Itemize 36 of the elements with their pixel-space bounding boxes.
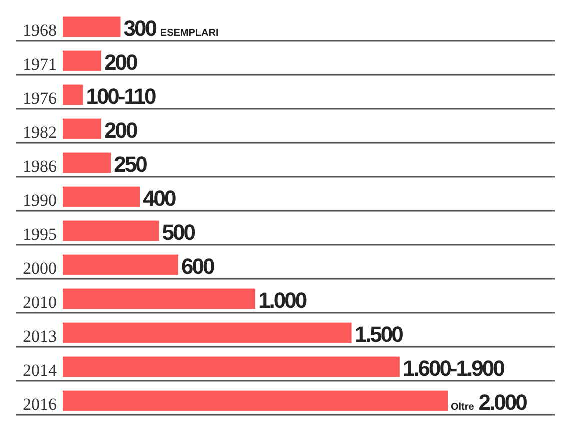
y-tick-label: 1986 <box>23 157 57 176</box>
y-tick-label: 1982 <box>23 123 57 142</box>
data-label: 500 <box>162 220 196 245</box>
y-tick-label: 2016 <box>23 395 57 414</box>
data-label: 200 <box>104 50 138 75</box>
bar <box>63 152 112 174</box>
y-tick-label: 2013 <box>23 327 57 346</box>
y-tick-label: 2010 <box>23 293 57 312</box>
data-label: 1.000 <box>258 288 308 313</box>
bar <box>63 84 84 106</box>
y-tick-label: 2000 <box>23 259 57 278</box>
data-label: 400 <box>143 186 176 211</box>
data-label: 1.500 <box>354 322 404 347</box>
data-label: 250 <box>114 152 148 177</box>
y-tick-label: 1976 <box>23 89 57 108</box>
y-tick-label: 2014 <box>23 361 58 380</box>
bar <box>63 50 102 72</box>
bar <box>63 118 102 140</box>
bar <box>63 356 400 378</box>
y-tick-label: 1968 <box>23 21 57 40</box>
bar <box>63 322 352 344</box>
bar <box>63 186 140 208</box>
data-label: 100-110 <box>86 84 156 109</box>
data-label: 200 <box>104 118 138 143</box>
bar <box>63 16 121 38</box>
bar <box>63 220 160 242</box>
y-tick-label: 1971 <box>23 55 57 74</box>
y-tick-label: 1995 <box>23 225 57 244</box>
y-tick-label: 1990 <box>23 191 57 210</box>
bar <box>63 288 256 310</box>
data-label: 1.600-1.900 <box>402 356 506 381</box>
data-label: Oltre 2.000 <box>451 390 528 415</box>
data-label: 300 ESEMPLARI <box>124 16 219 41</box>
data-label: 600 <box>182 254 215 279</box>
bar <box>63 390 448 412</box>
bar <box>63 254 178 276</box>
